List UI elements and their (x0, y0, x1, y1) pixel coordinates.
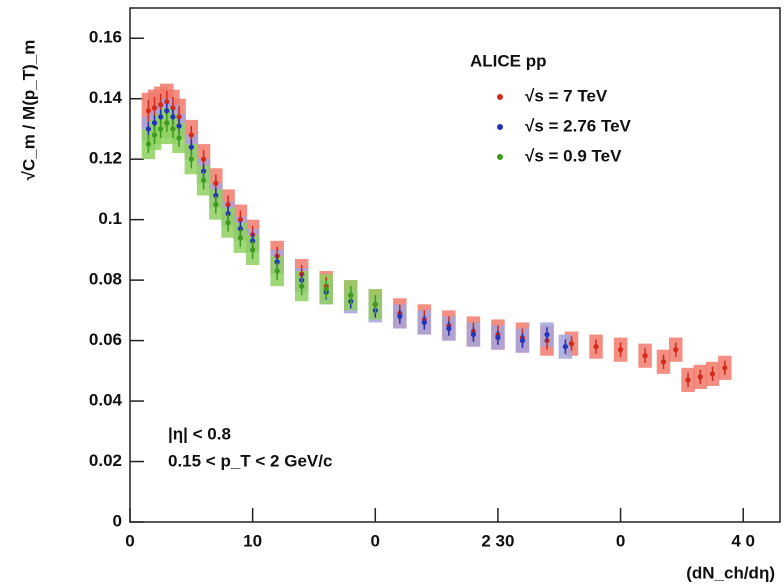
marker (164, 99, 170, 105)
marker (200, 156, 207, 162)
marker (164, 120, 170, 126)
legend-label: √s = 0.9 TeV (525, 146, 622, 165)
annotation: 0.15 < p_T < 2 GeV/c (168, 451, 332, 470)
x-tick-label: 4 0 (731, 531, 755, 550)
marker (213, 192, 219, 199)
marker (188, 132, 194, 138)
marker (660, 359, 667, 365)
marker (685, 377, 691, 383)
marker (164, 108, 170, 114)
marker (470, 331, 476, 338)
marker (200, 168, 207, 174)
x-tick-label: 0 (616, 531, 625, 550)
marker (323, 286, 329, 292)
marker (151, 120, 158, 126)
marker (170, 114, 176, 120)
marker (568, 341, 575, 347)
marker (145, 141, 151, 147)
x-tick-label: 10 (243, 531, 262, 550)
y-tick-label: 0.06 (89, 330, 122, 349)
marker (213, 201, 219, 208)
marker (519, 337, 526, 344)
marker (642, 353, 648, 359)
plot-frame (129, 7, 781, 523)
marker (213, 180, 219, 186)
marker (562, 344, 568, 350)
marker (237, 217, 243, 223)
marker (237, 235, 243, 241)
y-tick-label: 0.16 (89, 28, 122, 47)
marker (145, 108, 151, 114)
marker (617, 347, 624, 353)
y-tick-label: 0 (113, 511, 122, 530)
marker (446, 325, 452, 332)
legend-label: √s = 2.76 TeV (525, 116, 632, 135)
y-tick-label: 0.1 (98, 209, 122, 228)
marker (158, 102, 164, 108)
y-tick-label: 0.12 (89, 149, 122, 168)
marker (274, 268, 280, 274)
marker (158, 114, 164, 120)
marker (225, 220, 231, 226)
marker (722, 365, 728, 371)
marker (697, 374, 703, 380)
y-tick-label: 0.08 (89, 270, 122, 289)
marker (145, 126, 151, 132)
marker (544, 331, 550, 338)
marker (372, 301, 378, 307)
marker (348, 292, 354, 298)
marker (299, 283, 305, 289)
y-axis-label: √C_m / M(p_T)_m (19, 40, 38, 181)
y-tick-label: 0.02 (89, 451, 122, 470)
x-tick-label: 2 30 (481, 531, 514, 550)
marker (176, 135, 182, 141)
y-tick-label: 0.04 (89, 391, 123, 410)
x-axis-label: (dN_ch/dη) (686, 563, 775, 582)
marker (176, 123, 182, 129)
y-tick-label: 0.14 (89, 88, 123, 107)
marker (225, 201, 231, 208)
marker (188, 156, 194, 162)
marker (170, 105, 176, 111)
legend-marker (497, 124, 503, 130)
legend-marker (497, 154, 503, 160)
annotation: |η| < 0.8 (168, 424, 231, 443)
marker (188, 144, 194, 150)
marker (250, 247, 256, 253)
marker (176, 114, 182, 120)
marker (151, 105, 158, 111)
legend-label: √s = 7 TeV (525, 86, 608, 105)
marker (200, 177, 207, 183)
x-tick-label: 0 (371, 531, 380, 550)
marker (397, 313, 403, 319)
marker (158, 126, 164, 132)
x-tick-label: 0 (125, 531, 134, 550)
marker (495, 334, 501, 341)
marker (593, 344, 599, 350)
legend-marker (497, 94, 503, 100)
marker (673, 347, 679, 353)
marker (421, 319, 427, 326)
marker (170, 126, 176, 132)
marker (151, 132, 158, 138)
marker (709, 371, 716, 377)
legend-title: ALICE pp (470, 51, 547, 70)
